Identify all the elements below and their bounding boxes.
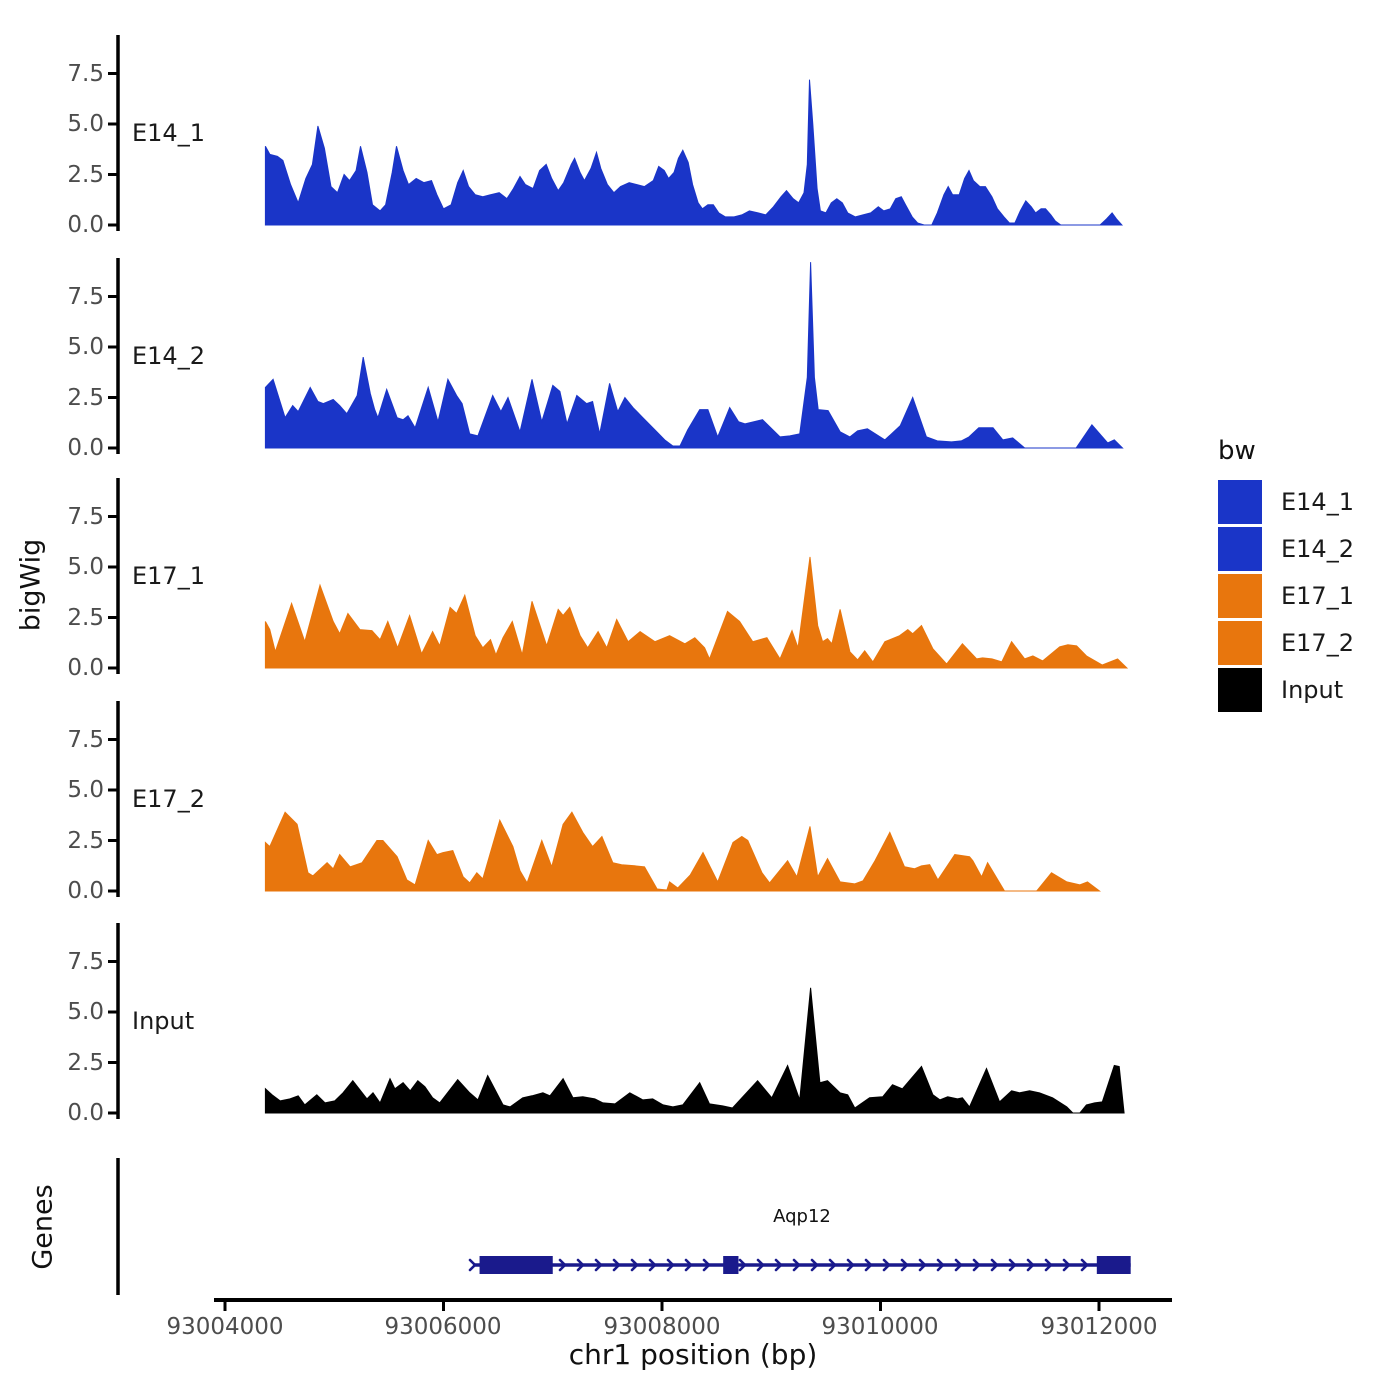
legend-title: bw (1218, 436, 1256, 466)
gene-strand-arrow-icon (1026, 1258, 1035, 1272)
y-tick-label: 2.5 (67, 1049, 104, 1076)
legend-label: E14_2 (1281, 535, 1354, 563)
y-tick-label: 0.0 (67, 878, 104, 904)
legend-item-e17_2: E17_2 (1218, 621, 1354, 665)
area-E14_1 (264, 79, 1124, 226)
gene-name-label: Aqp12 (773, 1206, 831, 1227)
genes-axis-title: Genes (27, 1184, 59, 1270)
area-Input (264, 987, 1125, 1114)
x-tick-label: 93008000 (603, 1314, 721, 1340)
y-tick-label: 5.0 (67, 334, 104, 360)
area-E17_2 (264, 811, 1101, 892)
legend-item-e17_1: E17_1 (1218, 574, 1354, 618)
gene-strand-arrow-icon (630, 1258, 639, 1272)
legend-swatch-icon (1218, 668, 1262, 712)
legend-swatch-icon (1218, 480, 1262, 524)
y-tick-label: 0.0 (67, 212, 104, 238)
y-tick-label: 7.5 (67, 726, 104, 753)
gene-strand-arrow-icon (576, 1258, 585, 1272)
legend-label: E14_1 (1281, 488, 1354, 516)
gene-strand-arrow-icon (936, 1258, 945, 1272)
gene-strand-arrow-icon (594, 1258, 603, 1272)
gene-strand-arrow-icon (972, 1258, 981, 1272)
track-label-e17-2: E17_2 (132, 785, 205, 813)
gene-strand-arrow-icon (684, 1258, 693, 1272)
y-tick-label: 5.0 (67, 999, 104, 1025)
gene-strand-arrow-icon (1008, 1258, 1017, 1272)
legend-item-input: Input (1218, 668, 1343, 712)
gene-strand-arrow-icon (738, 1258, 747, 1272)
y-tick-label: 5.0 (67, 111, 104, 137)
track-label-input: Input (132, 1007, 195, 1035)
gene-strand-arrow-icon (1080, 1258, 1089, 1272)
gene-strand-arrow-icon (702, 1258, 711, 1272)
gene-strand-arrow-icon (846, 1258, 855, 1272)
gene-strand-arrow-icon (900, 1258, 909, 1272)
gene-exon (479, 1256, 553, 1274)
track-label-e17-1: E17_1 (132, 562, 205, 590)
gene-strand-arrow-icon (468, 1258, 477, 1272)
x-tick-label: 93010000 (821, 1314, 939, 1340)
track-label-e14-1: E14_1 (132, 119, 205, 147)
gene-strand-arrow-icon (954, 1258, 963, 1272)
gene-strand-arrow-icon (1044, 1258, 1053, 1272)
gene-strand-arrow-icon (648, 1258, 657, 1272)
gene-strand-arrow-icon (558, 1258, 567, 1272)
gene-strand-arrow-icon (810, 1258, 819, 1272)
gene-strand-arrow-icon (828, 1258, 837, 1272)
area-E14_2 (264, 262, 1124, 449)
y-tick-label: 7.5 (67, 503, 104, 530)
y-tick-label: 7.5 (67, 60, 104, 87)
y-tick-label: 2.5 (67, 827, 104, 854)
y-tick-label: 0.0 (67, 1100, 104, 1126)
y-tick-label: 0.0 (67, 435, 104, 461)
legend-swatch-icon (1218, 621, 1262, 665)
x-tick-label: 93006000 (384, 1314, 502, 1340)
y-tick-label: 2.5 (67, 384, 104, 411)
gene-exon (1096, 1256, 1131, 1274)
gene-strand-arrow-icon (666, 1258, 675, 1272)
gene-strand-arrow-icon (756, 1258, 765, 1272)
legend-label: E17_2 (1281, 629, 1354, 657)
legend-item-e14_1: E14_1 (1218, 480, 1354, 524)
legend-item-e14_2: E14_2 (1218, 527, 1354, 571)
gene-strand-arrow-icon (792, 1258, 801, 1272)
gene-strand-arrow-icon (882, 1258, 891, 1272)
y-tick-label: 2.5 (67, 604, 104, 631)
area-E17_1 (264, 556, 1129, 669)
gene-strand-arrow-icon (864, 1258, 873, 1272)
legend-label: E17_1 (1281, 582, 1354, 610)
y-tick-label: 2.5 (67, 161, 104, 188)
y-tick-label: 5.0 (67, 554, 104, 580)
gene-strand-arrow-icon (990, 1258, 999, 1272)
gene-exon (723, 1256, 739, 1274)
gene-strand-arrow-icon (918, 1258, 927, 1272)
gene-strand-arrow-icon (612, 1258, 621, 1272)
y-tick-label: 0.0 (67, 655, 104, 681)
x-axis-title: chr1 position (bp) (568, 1338, 818, 1371)
y-tick-label: 5.0 (67, 777, 104, 803)
y-tick-label: 7.5 (67, 283, 104, 310)
track-label-e14-2: E14_2 (132, 342, 205, 370)
gene-strand-arrow-icon (1062, 1258, 1071, 1272)
y-tick-label: 7.5 (67, 948, 104, 975)
x-tick-label: 93012000 (1040, 1314, 1158, 1340)
legend-swatch-icon (1218, 527, 1262, 571)
legend-swatch-icon (1218, 574, 1262, 618)
gene-strand-arrow-icon (774, 1258, 783, 1272)
legend-label: Input (1281, 676, 1344, 704)
x-tick-label: 93004000 (166, 1314, 284, 1340)
